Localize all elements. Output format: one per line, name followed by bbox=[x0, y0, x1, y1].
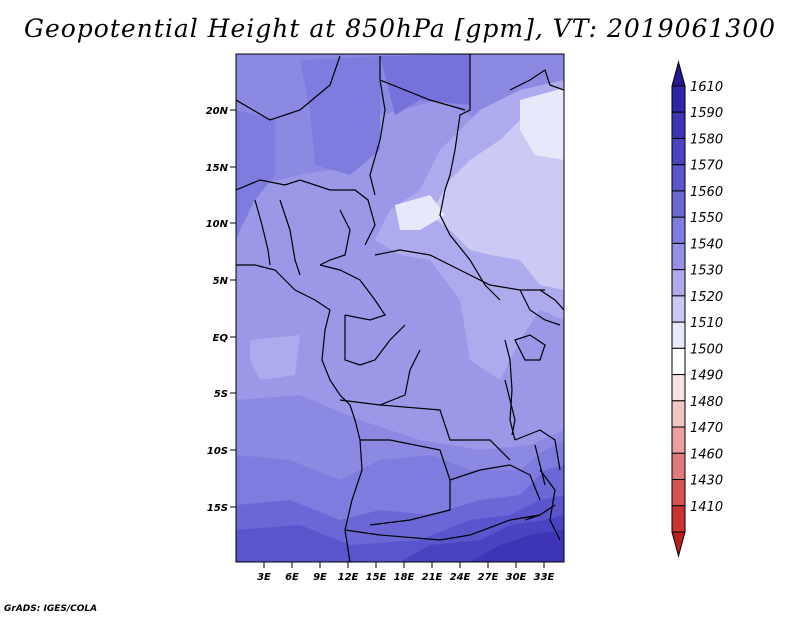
colorbar-label: 1580 bbox=[690, 132, 723, 147]
lake-victoria bbox=[514, 334, 546, 361]
border-drc-south bbox=[379, 404, 511, 461]
colorbar-swatch bbox=[671, 242, 686, 271]
colorbar-label: 1460 bbox=[690, 447, 723, 462]
colorbar-label: 1520 bbox=[690, 290, 723, 305]
lon-tick-label: 3E bbox=[257, 572, 271, 583]
colorbar-swatch bbox=[671, 347, 686, 376]
border-libya-chad bbox=[369, 56, 386, 196]
colorbar-swatch bbox=[671, 164, 686, 192]
lon-tick-label: 12E bbox=[338, 572, 359, 583]
lon-tick-label: 24E bbox=[450, 572, 471, 583]
lon-tick-labels: 3E 6E 9E 12E 15E 18E 21E 24E 27E 30E 33E bbox=[257, 572, 554, 583]
colorbar-label: 1510 bbox=[690, 316, 723, 331]
colorbar-swatch bbox=[671, 400, 686, 428]
colorbar-label: 1480 bbox=[690, 395, 723, 410]
colorbar-label: 1540 bbox=[690, 237, 723, 252]
border-sahel bbox=[236, 179, 376, 246]
lon-tick-label: 9E bbox=[313, 572, 327, 583]
colorbar: 1610 1590 1580 1570 1560 1550 1540 1530 1520 1510… bbox=[671, 60, 723, 558]
field-white-ne bbox=[520, 88, 564, 160]
lon-tick-label: 27E bbox=[478, 572, 499, 583]
colorbar-label: 1490 bbox=[690, 369, 723, 384]
border-egypt bbox=[444, 54, 471, 191]
colorbar-label: 1500 bbox=[690, 342, 723, 357]
colorbar-label: 1590 bbox=[690, 106, 723, 121]
colorbar-label: 1570 bbox=[690, 159, 723, 174]
country-borders bbox=[236, 54, 564, 562]
field-north-east-dark bbox=[380, 54, 470, 115]
border-great-lakes bbox=[504, 339, 516, 441]
coast-east bbox=[539, 289, 564, 311]
border-tanzania bbox=[514, 429, 561, 471]
border-cameroon bbox=[319, 264, 386, 321]
border-north bbox=[236, 55, 341, 121]
colorbar-swatch bbox=[671, 190, 686, 218]
colorbar-swatch bbox=[671, 111, 686, 139]
lon-tick-label: 33E bbox=[534, 572, 555, 583]
border-west-africa bbox=[254, 199, 271, 266]
lat-tick-label: 20N bbox=[206, 106, 229, 117]
lat-tick-label: 15S bbox=[207, 503, 228, 514]
border-mozambique bbox=[539, 469, 561, 541]
field-white-centre bbox=[395, 195, 445, 230]
map-frame bbox=[235, 53, 565, 563]
border-sudan bbox=[379, 79, 466, 111]
border-drc-west bbox=[339, 349, 421, 406]
coastline-west bbox=[236, 264, 363, 562]
field-light-coast bbox=[250, 335, 300, 380]
lat-tick-labels: 20N 15N 10N 5N EQ 5S 10S 15S bbox=[206, 106, 229, 514]
colorbar-swatch bbox=[671, 295, 686, 323]
colorbar-label: 1550 bbox=[690, 211, 723, 226]
border-zambia-mozambique bbox=[449, 464, 541, 501]
border-chad-sudan bbox=[439, 189, 501, 301]
border-egypt-coast bbox=[509, 69, 564, 91]
colorbar-swatch bbox=[671, 85, 686, 113]
colorbar-label: 1560 bbox=[690, 185, 723, 200]
colorbar-label: 1430 bbox=[690, 474, 723, 489]
colorbar-swatch bbox=[671, 216, 686, 244]
field-south-6 bbox=[470, 530, 564, 562]
lat-axis bbox=[230, 109, 236, 508]
colorbar-label: 1470 bbox=[690, 421, 723, 436]
colorbar-label: 1410 bbox=[690, 500, 723, 515]
colorbar-swatch bbox=[671, 137, 686, 166]
lon-tick-label: 21E bbox=[422, 572, 443, 583]
lat-tick-label: 10N bbox=[206, 219, 229, 230]
colorbar-label: 1530 bbox=[690, 264, 723, 279]
credit-text: GrADS: IGES/COLA bbox=[4, 604, 98, 614]
colorbar-swatch bbox=[671, 452, 686, 481]
colorbar-top-arrow bbox=[671, 60, 686, 87]
lat-tick-label: EQ bbox=[213, 333, 229, 344]
coast-mozambique bbox=[524, 504, 556, 521]
lon-tick-label: 30E bbox=[506, 572, 527, 583]
colorbar-swatch bbox=[671, 505, 686, 533]
lat-tick-label: 15N bbox=[206, 163, 229, 174]
lat-tick-label: 5N bbox=[213, 276, 229, 287]
border-congo bbox=[344, 315, 406, 366]
colorbar-swatch bbox=[671, 269, 686, 297]
colorbar-bottom-arrow bbox=[671, 531, 686, 558]
colorbar-swatch bbox=[671, 374, 686, 402]
border-nigeria-cameroon bbox=[319, 209, 351, 266]
height-field bbox=[236, 54, 564, 562]
chart-title: Geopotential Height at 850hPa [gpm], VT:… bbox=[23, 14, 777, 43]
lat-tick-label: 10S bbox=[207, 446, 228, 457]
lon-tick-label: 18E bbox=[394, 572, 415, 583]
colorbar-swatch bbox=[671, 426, 686, 454]
field-north-dark bbox=[300, 56, 380, 175]
lon-tick-label: 6E bbox=[285, 572, 299, 583]
lake-tanganyika bbox=[504, 379, 516, 436]
lat-tick-label: 5S bbox=[214, 389, 228, 400]
border-east bbox=[519, 289, 561, 326]
border-namibia bbox=[344, 514, 541, 541]
field-west-dark bbox=[236, 110, 275, 240]
lon-tick-label: 15E bbox=[366, 572, 387, 583]
lake-malawi bbox=[534, 444, 546, 486]
colorbar-label: 1610 bbox=[690, 80, 723, 95]
colorbar-swatch bbox=[671, 321, 686, 349]
colorbar-swatch bbox=[671, 479, 686, 507]
lon-axis bbox=[263, 562, 545, 568]
border-nigeria bbox=[279, 199, 301, 276]
